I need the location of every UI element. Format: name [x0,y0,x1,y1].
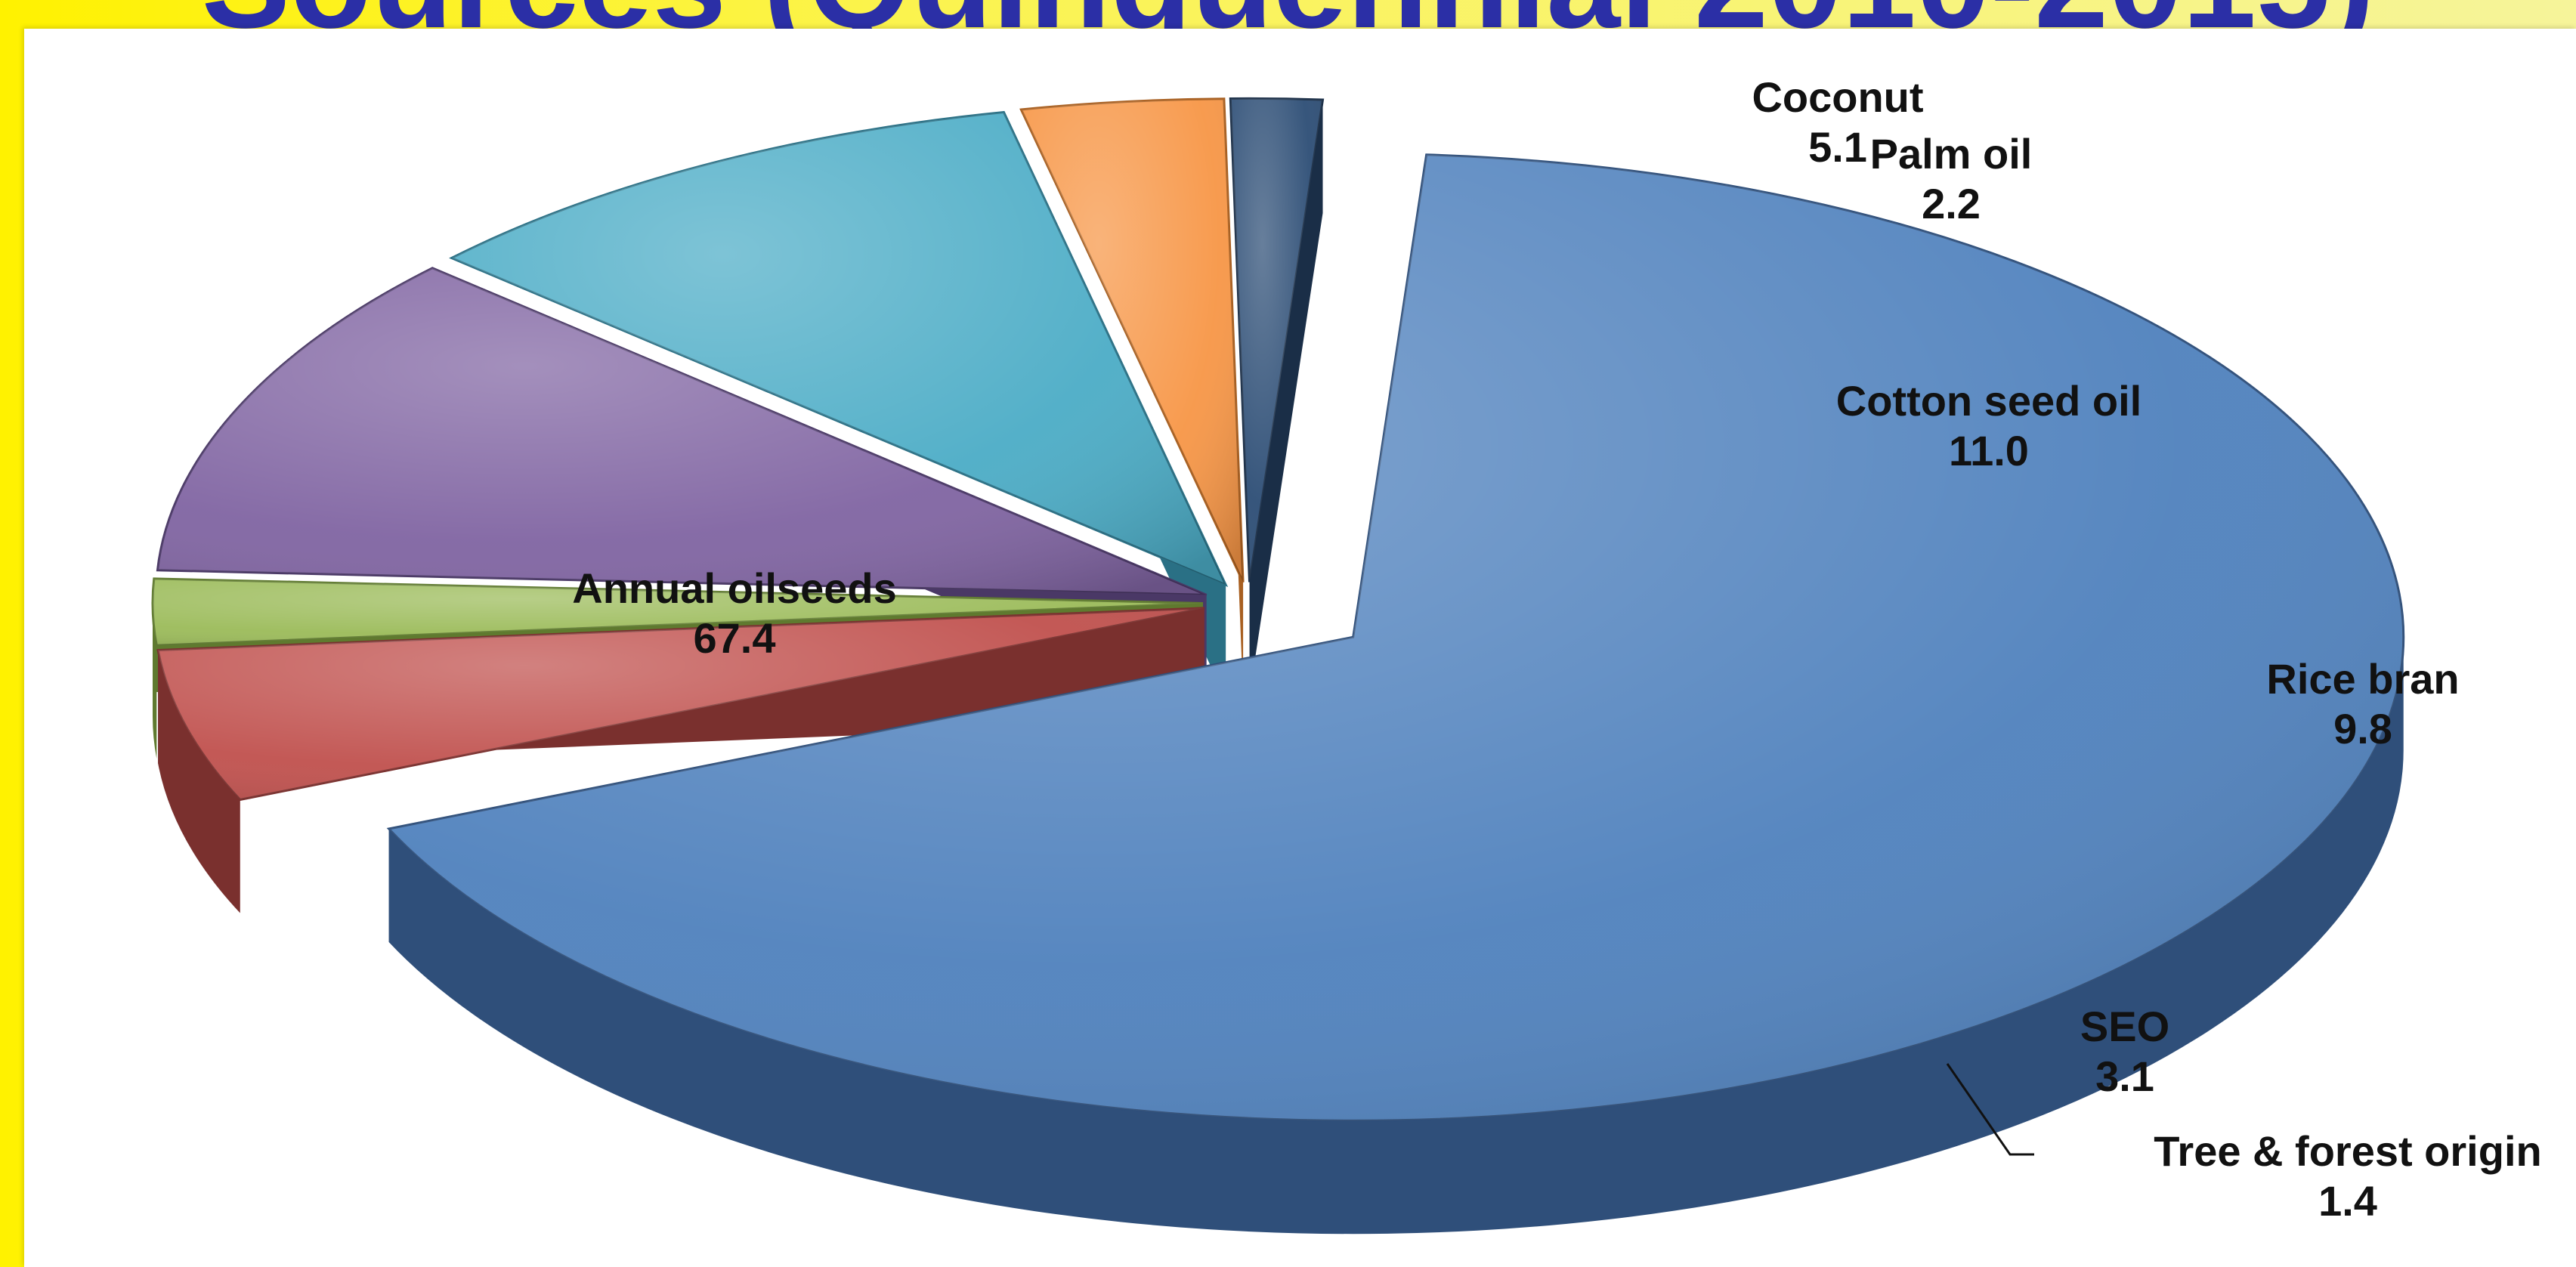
slice-value-label: 5.1 [1808,123,1867,171]
pie-slice-shading [451,112,1226,586]
pie-slice-shading [1230,98,1323,583]
slice-value-label: 11.0 [1949,427,2029,474]
slice-label: Tree & forest origin [2154,1127,2541,1175]
slice-label: Rice bran [2266,655,2459,703]
slice-value-label: 3.1 [2095,1052,2154,1100]
pie-slice-shading [157,267,1207,595]
pie-slice-side [158,650,240,913]
pie-slice-shading [153,578,1204,646]
slice-label: Annual oilseeds [572,564,896,612]
chart-panel: Annual oilseeds 67.4 Coconut 5.1 Palm oil 2.2… [24,29,2576,1267]
pie-slice-side [388,637,2404,1235]
slice-value-label: 9.8 [2333,705,2392,752]
pie-slice-shading [158,607,1205,800]
slice-label: Palm oil [1870,130,2033,178]
slice-value-label: 2.2 [1922,180,1981,227]
leader-line [1946,1063,2034,1156]
slice-label: SEO [2080,1003,2169,1050]
slice-label: Coconut [1752,73,1923,121]
pie-slice-cut-face [1249,99,1323,696]
slice-value-label: 67.4 [694,614,776,662]
slice-label: Cotton seed oil [1836,377,2142,425]
pie-slice-shading [388,154,2404,1121]
slice-value-label: 1.4 [2318,1177,2377,1225]
pie-slice-shading [1021,98,1244,583]
